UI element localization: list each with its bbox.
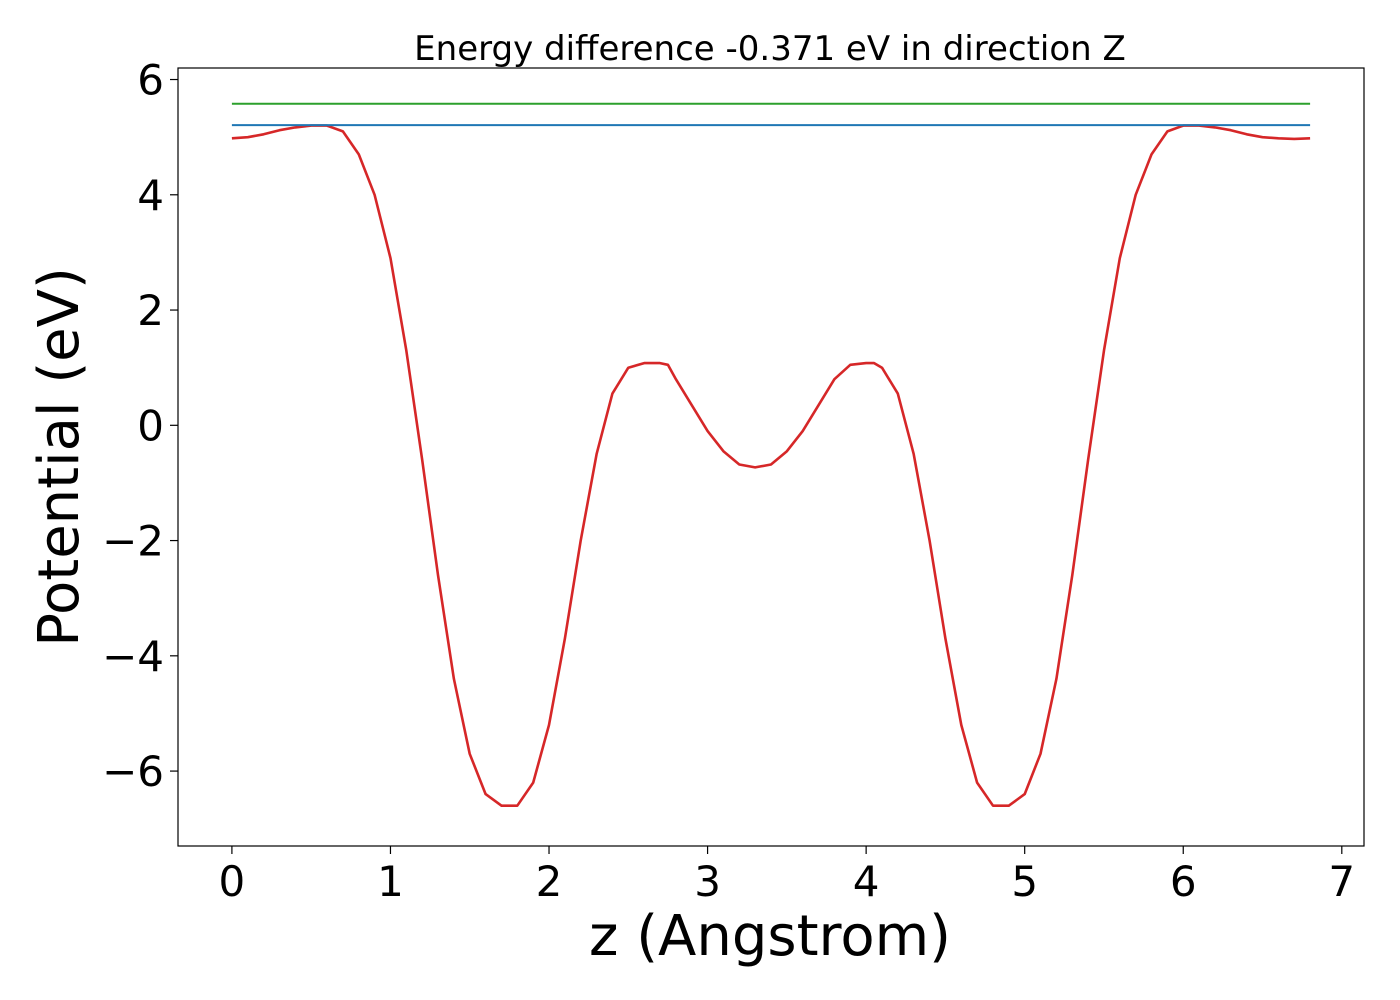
plot-frame: [177, 67, 1365, 847]
x-tick-label: 4: [853, 857, 880, 906]
x-axis-title: z (Angstrom): [589, 904, 951, 969]
y-axis-title: Potential (eV): [27, 267, 92, 647]
y-tick-label: −6: [102, 747, 164, 796]
x-tick-label: 7: [1328, 857, 1355, 906]
x-tick-label: 6: [1170, 857, 1197, 906]
series-layer: [231, 102, 1311, 808]
x-tick-label: 0: [219, 857, 246, 906]
x-axis-ticks: 0 1 2 3 4 5 6 7: [219, 846, 1355, 906]
y-axis-ticks: −6 −4 −2 0 2 4 6: [102, 56, 178, 796]
x-tick-label: 2: [536, 857, 563, 906]
y-tick-label: −2: [102, 517, 164, 566]
y-tick-label: 6: [137, 56, 164, 105]
y-tick-label: 4: [137, 171, 164, 220]
series-line-0: [231, 124, 1311, 808]
x-tick-label: 5: [1011, 857, 1038, 906]
x-tick-label: 1: [377, 857, 404, 906]
y-tick-label: −4: [102, 632, 164, 681]
chart-title: Energy difference -0.371 eV in direction…: [414, 29, 1126, 69]
y-tick-label: 2: [137, 286, 164, 335]
y-tick-label: 0: [137, 401, 164, 450]
x-tick-label: 3: [694, 857, 721, 906]
